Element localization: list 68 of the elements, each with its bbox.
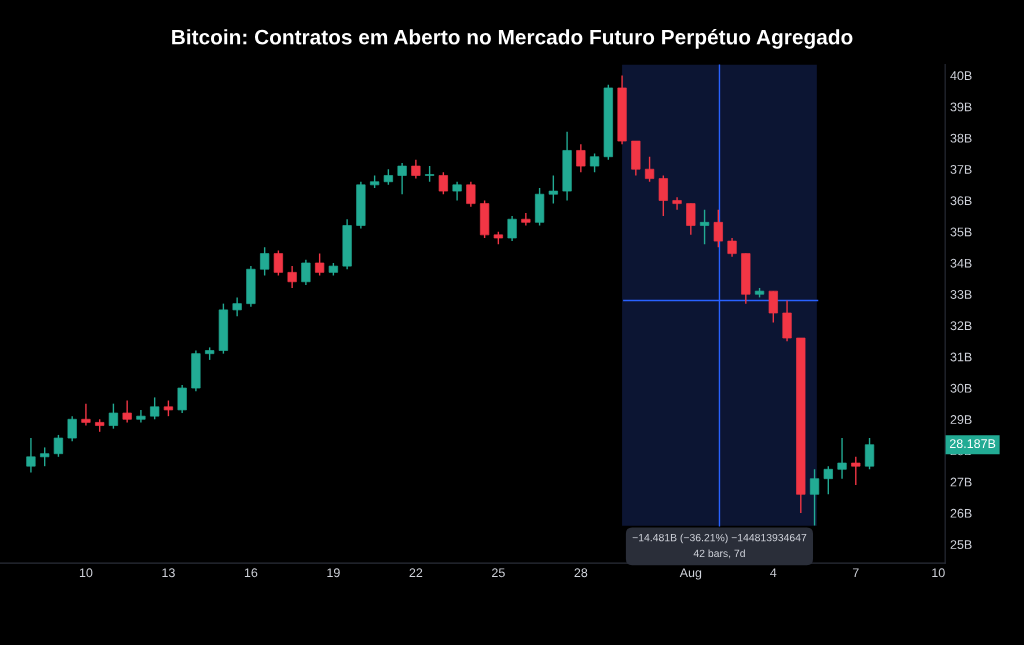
x-tick-label: 4 [770, 568, 777, 577]
x-tick-label: 13 [162, 568, 175, 578]
y-tick-label: 40B [950, 71, 972, 81]
x-tick-label: 10 [79, 568, 93, 578]
candlestick [864, 437, 875, 471]
y-tick-label: 34B [950, 258, 972, 268]
y-tick-label: 38B [950, 133, 972, 143]
y-tick-label: 35B [950, 227, 972, 237]
candlestick [177, 384, 187, 414]
y-tick-label: 37B [950, 165, 972, 174]
candlestick [658, 174, 668, 217]
candlestick [438, 171, 448, 195]
candlestick [713, 209, 723, 249]
candlestick [686, 202, 696, 236]
candlestick [466, 181, 476, 208]
candlestick [232, 296, 242, 317]
candlestick [823, 465, 833, 496]
candlestick [81, 402, 91, 427]
x-tick-label: 10 [932, 568, 945, 578]
candlestick [521, 212, 531, 227]
candlestick [108, 402, 119, 430]
candlestick [53, 434, 64, 458]
candlestick [837, 437, 847, 480]
y-tick-label: 36B [950, 196, 972, 206]
band-label: −14.481B (−36.21%) −144813934647 42 bars, 7d [632, 533, 807, 559]
candlestick [548, 174, 558, 205]
candlestick [287, 265, 297, 289]
candlestick [851, 456, 861, 486]
x-tick-label: 16 [244, 568, 258, 578]
candlestick [727, 237, 737, 258]
y-tick-label: 31B [950, 352, 972, 362]
candlestick [40, 446, 50, 467]
y-tick-label: 25B [950, 540, 972, 549]
y-tick-label: 30B [950, 383, 972, 393]
x-tick-label: 22 [409, 568, 423, 577]
x-tick-label: Aug [679, 568, 702, 580]
candlestick [809, 468, 820, 527]
y-tick-label: 26B [950, 508, 972, 518]
candlestick [273, 249, 283, 277]
candlestick [768, 290, 778, 324]
text: 28.187B [949, 439, 996, 449]
candlestick [26, 437, 36, 474]
x-tick-label: 19 [327, 568, 340, 578]
y-tick-label: 33B [950, 290, 972, 299]
candlestick [589, 152, 600, 174]
candlestick [452, 181, 462, 202]
y-tick-label: 29B [950, 415, 972, 424]
candlestick [67, 415, 77, 442]
x-tick-label: 7 [852, 568, 859, 577]
candlestick [260, 246, 270, 277]
candlestick [411, 159, 421, 180]
x-tick-label: 28 [574, 568, 588, 578]
candlestick [315, 252, 325, 277]
candlestick [672, 196, 682, 211]
y-tick-label: 32B [950, 321, 972, 331]
candlestick [507, 215, 517, 242]
candlestick [122, 399, 132, 424]
candlestick [397, 162, 407, 195]
candlestick [301, 259, 311, 286]
candlestick [150, 396, 160, 420]
candlestick [644, 156, 655, 183]
chart-title: Bitcoin: Contratos em Aberto no Mercado Futuro Perpétuo Agregado [172, 29, 853, 49]
candlestick [576, 143, 586, 174]
y-tick-label: 27B [950, 477, 972, 487]
y-tick-label: 39B [950, 102, 972, 112]
candlestick [699, 209, 710, 245]
candlestick [136, 409, 146, 424]
x-tick-label: 25 [492, 568, 505, 578]
